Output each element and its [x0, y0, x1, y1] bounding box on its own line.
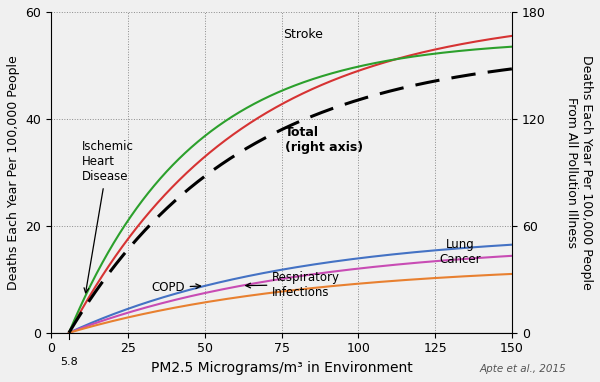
Text: Stroke: Stroke	[283, 28, 323, 41]
Text: COPD: COPD	[151, 281, 200, 294]
Text: Respiratory
Infections: Respiratory Infections	[246, 271, 340, 299]
Text: Apte et al., 2015: Apte et al., 2015	[480, 364, 567, 374]
Y-axis label: Deaths Each Year Per 100,000 People
From All Pollution Illness: Deaths Each Year Per 100,000 People From…	[565, 55, 593, 290]
Text: 5.8: 5.8	[60, 357, 78, 367]
Y-axis label: Deaths Each Year Per 100,000 People: Deaths Each Year Per 100,000 People	[7, 55, 20, 290]
Text: Lung
Cancer: Lung Cancer	[439, 238, 481, 266]
Text: Ischemic
Heart
Disease: Ischemic Heart Disease	[82, 140, 134, 293]
Text: Total
(right axis): Total (right axis)	[284, 126, 363, 154]
X-axis label: PM2.5 Micrograms/m³ in Environment: PM2.5 Micrograms/m³ in Environment	[151, 361, 412, 375]
